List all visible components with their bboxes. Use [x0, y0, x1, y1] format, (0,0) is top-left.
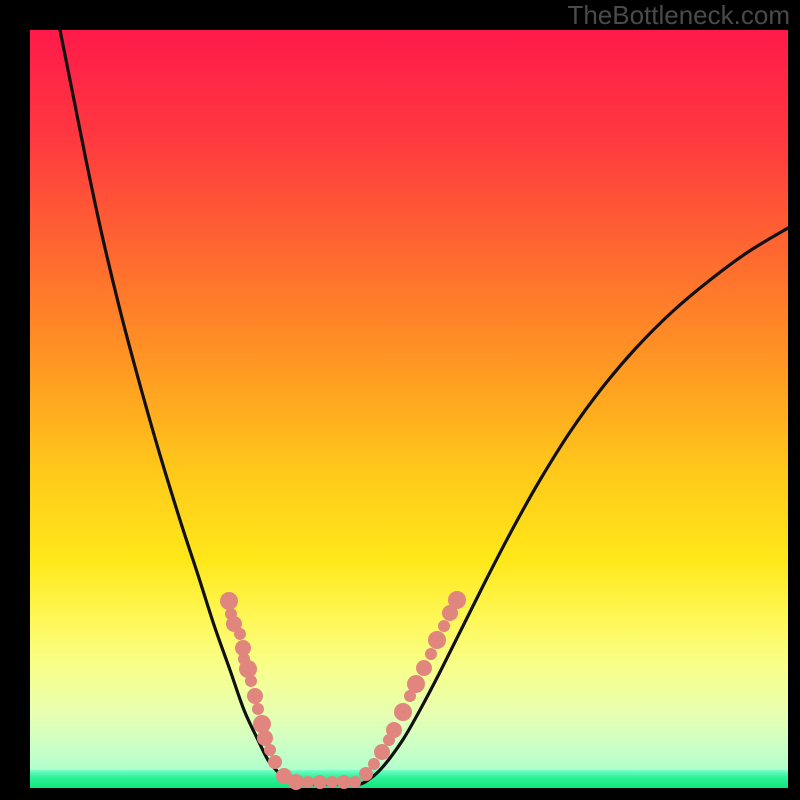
watermark-text: TheBottleneck.com: [567, 0, 790, 31]
markers-left: [220, 592, 282, 769]
data-marker: [257, 730, 273, 746]
markers-right: [359, 591, 466, 781]
chart-canvas: TheBottleneck.com: [0, 0, 800, 800]
data-marker: [220, 592, 238, 610]
data-marker: [239, 660, 257, 678]
data-marker: [264, 744, 276, 756]
data-marker: [302, 776, 314, 788]
data-marker: [374, 744, 390, 760]
data-marker: [416, 660, 432, 676]
data-marker: [394, 703, 412, 721]
data-marker: [407, 675, 425, 693]
data-marker: [252, 703, 264, 715]
data-marker: [448, 591, 466, 609]
data-marker: [234, 628, 246, 640]
data-marker: [368, 758, 380, 770]
data-marker: [245, 675, 257, 687]
data-marker: [313, 775, 327, 789]
data-marker: [428, 631, 446, 649]
data-marker: [386, 722, 402, 738]
data-marker: [326, 776, 338, 788]
data-marker: [268, 755, 282, 769]
data-marker: [425, 648, 437, 660]
data-marker: [247, 688, 263, 704]
data-marker: [349, 776, 361, 788]
data-marker: [337, 775, 351, 789]
data-marker: [288, 774, 304, 790]
data-marker: [253, 715, 271, 733]
curve-overlay: [0, 0, 800, 800]
markers-bottom: [276, 768, 361, 790]
data-marker: [438, 620, 450, 632]
